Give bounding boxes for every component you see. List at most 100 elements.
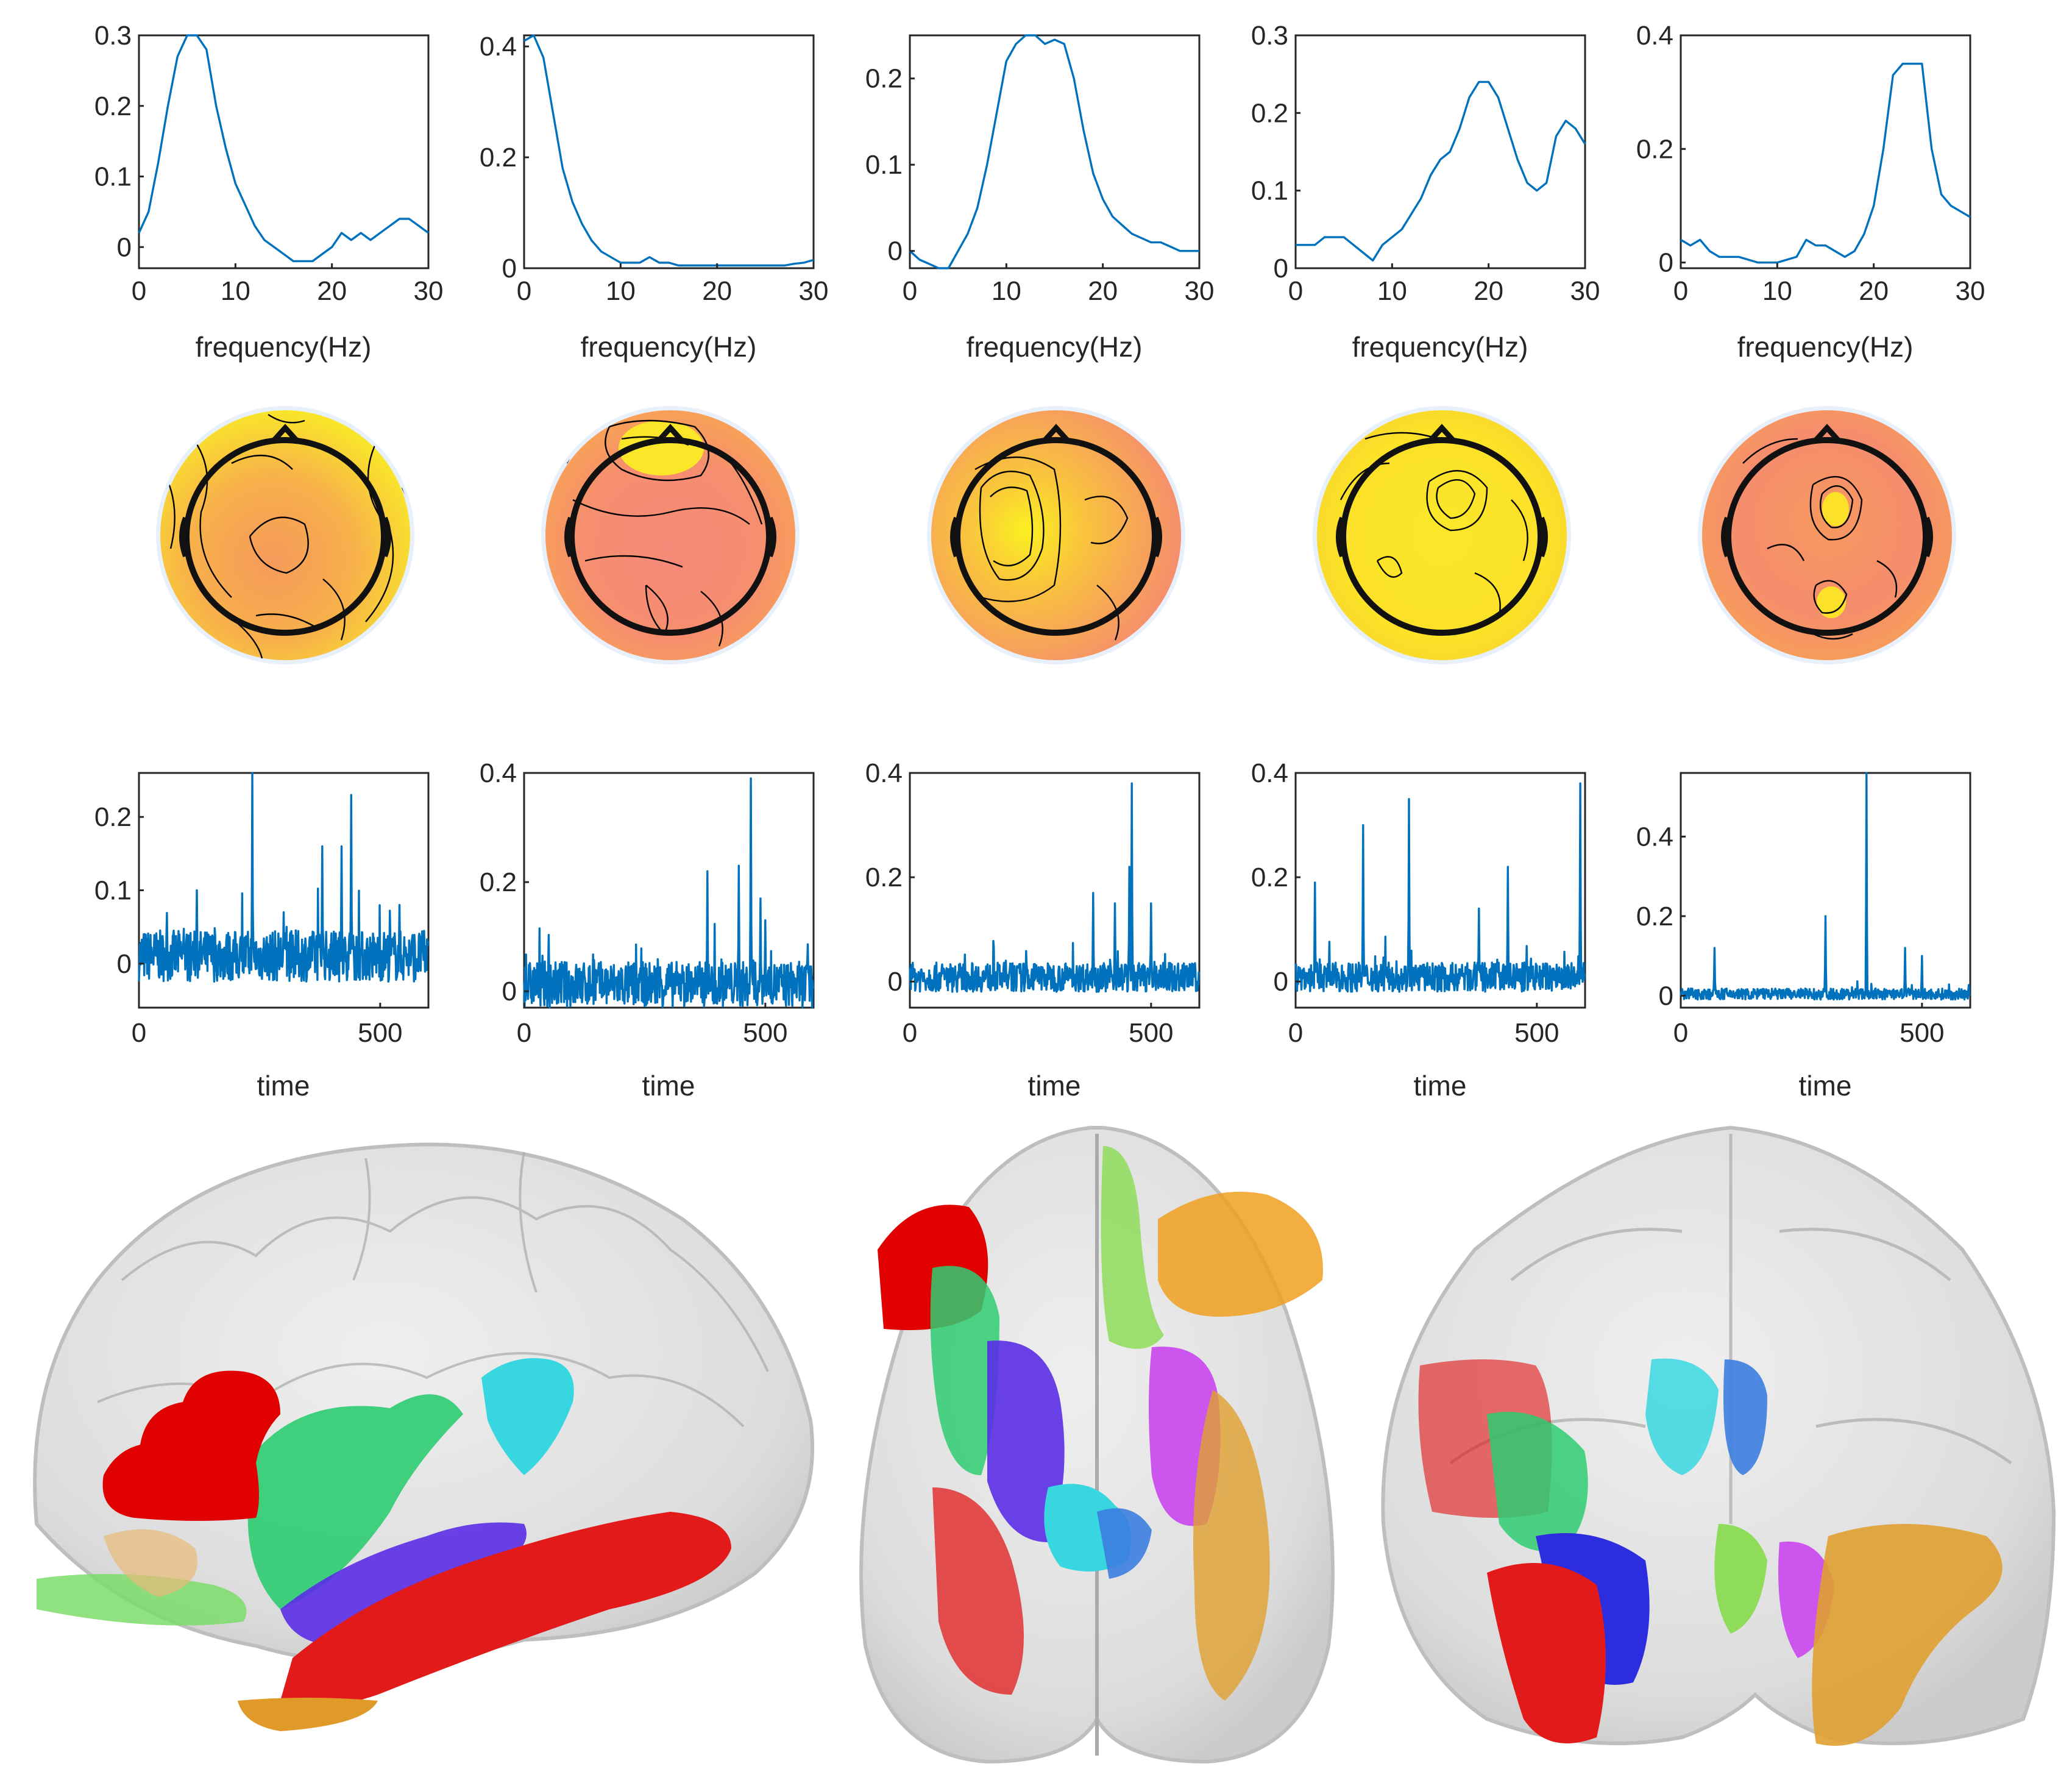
x-tick-label: 20 bbox=[317, 276, 347, 306]
y-tick-label: 0.1 bbox=[1251, 176, 1288, 206]
timecourse-line bbox=[1680, 772, 1971, 1001]
x-axis-label: time bbox=[1414, 1070, 1467, 1102]
y-tick-label: 0.2 bbox=[1251, 98, 1288, 128]
x-tick-label: 0 bbox=[903, 276, 917, 306]
region-blue bbox=[987, 1340, 1065, 1542]
y-tick-label: 0.2 bbox=[94, 802, 132, 832]
x-tick-label: 30 bbox=[1185, 276, 1215, 306]
x-axis-label: frequency(Hz) bbox=[1737, 331, 1914, 363]
y-tick-label: 0.2 bbox=[1636, 902, 1673, 931]
region-red-temporal bbox=[932, 1487, 1024, 1695]
region-green bbox=[930, 1265, 999, 1475]
x-tick-label: 0 bbox=[1288, 276, 1303, 306]
region-lightgreen bbox=[1101, 1146, 1164, 1349]
region-cyan bbox=[481, 1358, 574, 1475]
region-lightblue bbox=[1097, 1508, 1152, 1579]
x-tick-label: 500 bbox=[1900, 1018, 1944, 1048]
brain-axial-view bbox=[859, 1126, 1335, 1764]
region-orange-frontal bbox=[1158, 1192, 1323, 1317]
nose-mark bbox=[656, 424, 685, 444]
x-tick-label: 0 bbox=[1673, 276, 1688, 306]
topomap-3 bbox=[927, 406, 1185, 664]
axes-frame bbox=[1294, 772, 1586, 1009]
timecourse-line bbox=[138, 772, 429, 983]
axes-frame bbox=[523, 772, 815, 1009]
x-tick-label: 10 bbox=[1762, 276, 1792, 306]
spectrum-axes-4: 0 10 20 30 0 0.1 0.2 0.3 frequency(Hz) bbox=[1251, 21, 1600, 363]
axes-frame bbox=[1294, 34, 1586, 269]
x-axis-label: frequency(Hz) bbox=[967, 331, 1143, 363]
region-orange-temporal bbox=[1193, 1390, 1270, 1701]
spectrum-line bbox=[1680, 62, 1971, 264]
x-tick-label: 10 bbox=[1377, 276, 1407, 306]
y-tick-label: 0 bbox=[888, 237, 903, 266]
x-tick-label: 30 bbox=[414, 276, 444, 306]
y-tick-label: 0.2 bbox=[1636, 134, 1673, 164]
x-tick-label: 0 bbox=[1288, 1018, 1303, 1048]
nose-mark bbox=[1041, 424, 1071, 444]
axes-frame bbox=[138, 34, 430, 269]
y-tick-label: 0.2 bbox=[94, 91, 132, 121]
y-tick-label: 0 bbox=[1659, 981, 1673, 1011]
y-tick-label: 0.4 bbox=[480, 32, 517, 62]
topomap-hotspot bbox=[1822, 492, 1849, 526]
ear-marks bbox=[179, 516, 391, 558]
y-tick-label: 0.3 bbox=[94, 21, 132, 51]
y-tick-label: 0.2 bbox=[1251, 863, 1288, 892]
x-tick-label: 0 bbox=[903, 1018, 917, 1048]
y-tick-label: 0.4 bbox=[480, 758, 517, 788]
x-tick-label: 10 bbox=[606, 276, 636, 306]
brain-row bbox=[33, 1125, 2056, 1764]
y-tick-label: 0 bbox=[502, 254, 517, 283]
contour-lines bbox=[1742, 438, 1898, 640]
spectrum-line bbox=[138, 34, 430, 263]
y-tick-label: 0.2 bbox=[480, 143, 517, 173]
spectrum-axes-5: 0 10 20 30 0 0.2 0.4 frequency(Hz) bbox=[1636, 21, 1985, 363]
y-tick-label: 0 bbox=[1274, 967, 1288, 997]
contour-lines bbox=[949, 419, 1129, 641]
brain-coronal-view bbox=[1381, 1125, 2056, 1746]
axes-frame bbox=[138, 772, 430, 1009]
timecourse-line bbox=[523, 777, 814, 1009]
region-red-temporal bbox=[1487, 1563, 1606, 1743]
y-tick-label: 0.4 bbox=[1636, 822, 1673, 852]
y-tick-label: 0.2 bbox=[480, 867, 517, 897]
y-tick-label: 0 bbox=[1274, 254, 1288, 283]
x-tick-label: 0 bbox=[1673, 1018, 1688, 1048]
x-tick-label: 500 bbox=[1514, 1018, 1559, 1048]
axes-frame bbox=[523, 34, 815, 269]
region-green bbox=[247, 1394, 463, 1609]
nose-mark bbox=[271, 424, 300, 444]
ear-marks bbox=[1336, 516, 1548, 558]
x-axis-label: frequency(Hz) bbox=[581, 331, 757, 363]
x-tick-label: 500 bbox=[743, 1018, 787, 1048]
ear-marks bbox=[950, 516, 1162, 558]
x-tick-label: 20 bbox=[1859, 276, 1889, 306]
topomap-5 bbox=[1698, 406, 1956, 664]
axes-frame bbox=[909, 34, 1201, 269]
y-tick-label: 0.2 bbox=[865, 863, 903, 892]
brain-sagittal-view bbox=[33, 1142, 815, 1731]
region-orange-temporal bbox=[1812, 1524, 2003, 1746]
region-cyan bbox=[1645, 1358, 1719, 1475]
y-tick-label: 0.3 bbox=[1251, 21, 1288, 51]
axes-frame bbox=[1680, 772, 1971, 1009]
x-axis-label: time bbox=[1028, 1070, 1081, 1102]
spectrum-line bbox=[523, 34, 814, 267]
timecourse-line bbox=[909, 782, 1200, 993]
spectrum-line bbox=[1296, 80, 1586, 262]
y-tick-label: 0 bbox=[117, 232, 132, 262]
x-tick-label: 0 bbox=[132, 276, 146, 306]
y-tick-label: 0.1 bbox=[865, 150, 903, 180]
x-axis-label: frequency(Hz) bbox=[196, 331, 372, 363]
topomap-4 bbox=[1313, 406, 1571, 664]
y-tick-label: 0.4 bbox=[1251, 758, 1288, 788]
region-red-temporal bbox=[280, 1512, 731, 1709]
x-tick-label: 30 bbox=[1956, 276, 1985, 306]
x-tick-label: 500 bbox=[1129, 1018, 1173, 1048]
x-tick-label: 0 bbox=[517, 1018, 531, 1048]
spectrum-axes-1: 0 10 20 30 0 0.1 0.2 0.3 frequency(Hz) bbox=[94, 21, 444, 363]
x-tick-label: 0 bbox=[517, 276, 531, 306]
